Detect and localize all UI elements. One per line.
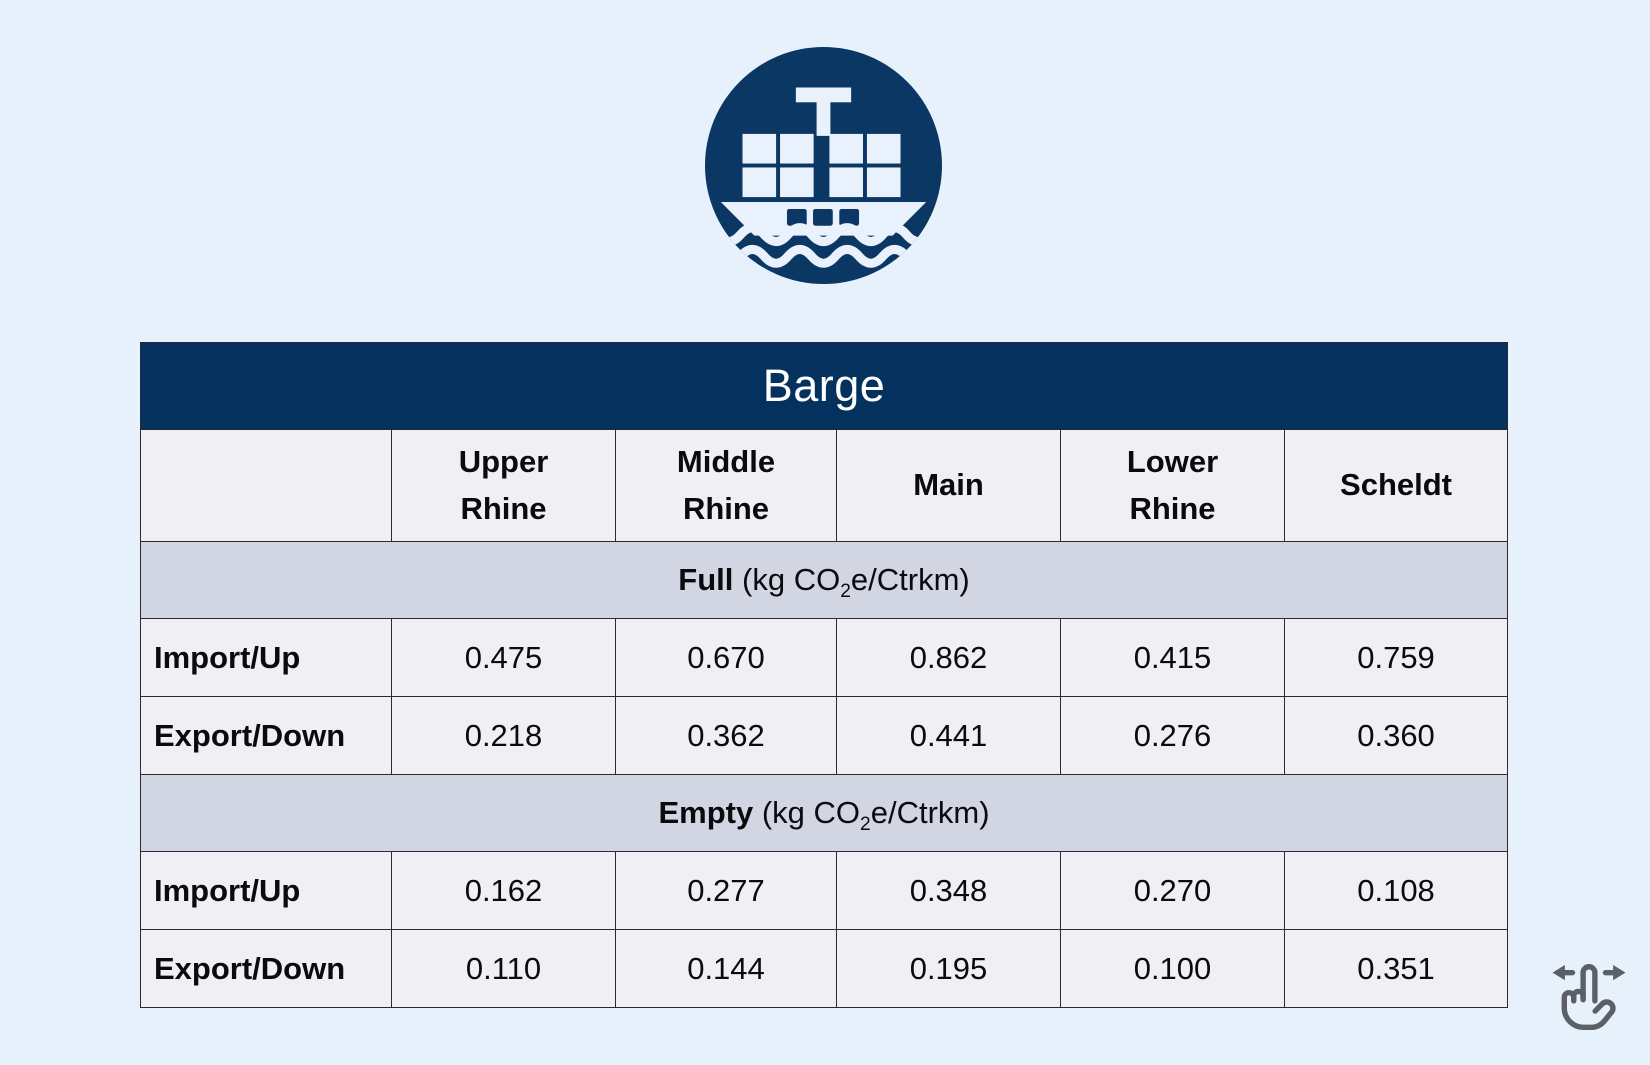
row-label: Export/Down [140,696,392,775]
barge-emissions-table: Barge Upper Rhine Middle Rhine Main Lowe… [139,342,1509,1008]
value-cell: 0.162 [391,851,616,930]
section-name: Full [678,562,734,597]
value-cell: 0.475 [391,618,616,697]
value-cell: 0.100 [1060,929,1285,1008]
section-unit-post: e/Ctrkm) [870,795,990,830]
value-cell: 0.270 [1060,851,1285,930]
section-unit-pre: (kg CO [733,562,841,597]
swipe-horizontal-icon [1549,955,1629,1035]
column-header-middle-rhine: Middle Rhine [615,429,837,542]
value-cell: 0.415 [1060,618,1285,697]
table-row-empty-import-up: Import/Up 0.162 0.277 0.348 0.270 0.108 [140,851,1509,930]
section-unit-post: e/Ctrkm) [850,562,970,597]
value-cell: 0.862 [836,618,1061,697]
value-cell: 0.110 [391,929,616,1008]
row-label: Import/Up [140,851,392,930]
corner-cell [140,429,392,542]
value-cell: 0.218 [391,696,616,775]
table-title-row: Barge [139,342,1509,430]
table-title: Barge [139,342,1509,430]
value-cell: 0.195 [836,929,1061,1008]
value-cell: 0.144 [615,929,837,1008]
icon-circle [705,47,942,284]
column-header-main: Main [836,429,1061,542]
swipe-horizontal-icon-svg [1552,964,1626,1031]
value-cell: 0.351 [1283,929,1509,1008]
table-row-full-export-down: Export/Down 0.218 0.362 0.441 0.276 0.36… [140,696,1509,775]
barge-ship-icon [705,47,942,284]
value-cell: 0.276 [1060,696,1285,775]
section-unit-sub: 2 [840,580,851,602]
section-header-empty: Empty (kg CO2e/Ctrkm) [139,774,1509,852]
section-unit-sub: 2 [860,813,871,835]
barge-ship-icon-svg [705,47,942,284]
section-name: Empty [658,795,754,830]
column-header-upper-rhine: Upper Rhine [391,429,616,542]
column-header-lower-rhine: Lower Rhine [1060,429,1285,542]
value-cell: 0.277 [615,851,837,930]
right-arrow-head [1613,965,1626,981]
value-cell: 0.348 [836,851,1061,930]
swipeable-table-region[interactable]: Barge Upper Rhine Middle Rhine Main Lowe… [139,342,1509,1008]
row-label: Import/Up [140,618,392,697]
value-cell: 0.670 [615,618,837,697]
value-cell: 0.108 [1283,851,1509,930]
left-arrow-head [1552,965,1565,981]
value-cell: 0.441 [836,696,1061,775]
column-header-scheldt: Scheldt [1283,429,1509,542]
value-cell: 0.362 [615,696,837,775]
table-row-full-import-up: Import/Up 0.475 0.670 0.862 0.415 0.759 [140,618,1509,697]
table-row-empty-export-down: Export/Down 0.110 0.144 0.195 0.100 0.35… [140,929,1509,1008]
row-label: Export/Down [140,929,392,1008]
section-header-full: Full (kg CO2e/Ctrkm) [139,541,1509,619]
section-unit-pre: (kg CO [753,795,861,830]
value-cell: 0.360 [1283,696,1509,775]
column-header-row: Upper Rhine Middle Rhine Main Lower Rhin… [140,429,1509,542]
value-cell: 0.759 [1283,618,1509,697]
